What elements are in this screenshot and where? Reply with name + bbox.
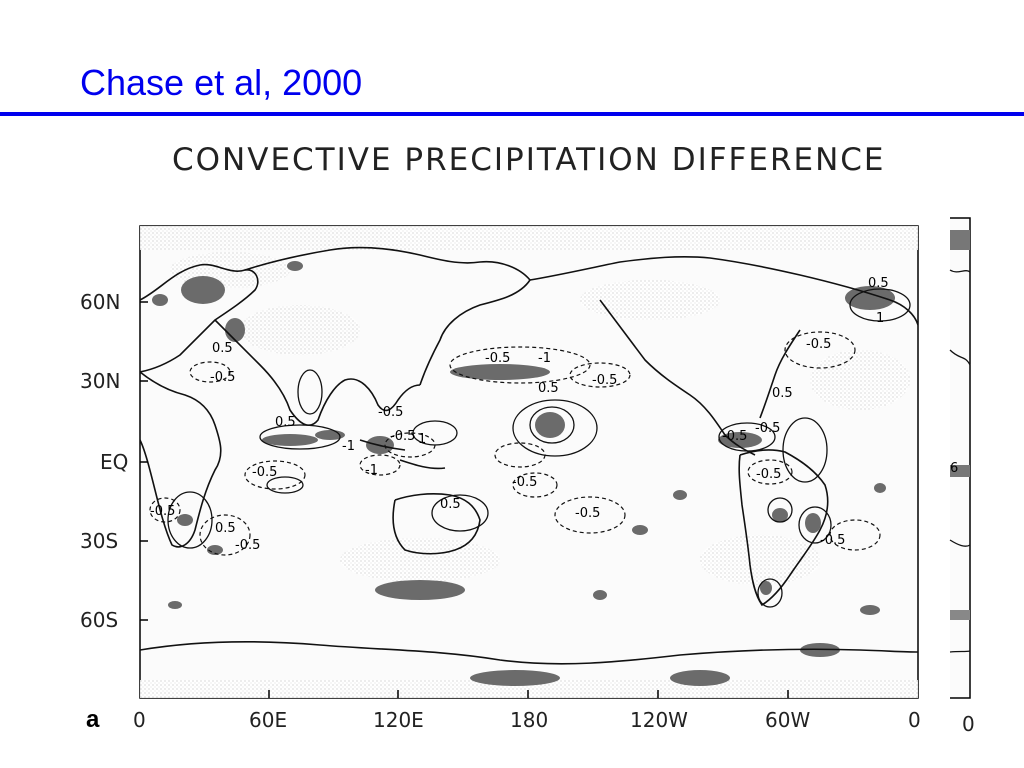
lon-label-60w: 60W [765, 708, 811, 732]
partial-adjacent-panel: 6 [949, 217, 971, 699]
contour-label: -0.5 [592, 373, 617, 388]
slide-title: Chase et al, 2000 [80, 62, 363, 103]
contour-label: -1 [538, 351, 551, 366]
partial-panel-contour-label: 6 [950, 461, 958, 476]
contour-label: 0.5 [215, 521, 236, 536]
lon-label-120e: 120E [373, 708, 424, 732]
contour-label: 0.5 [275, 415, 296, 430]
contour-label: -0.5 [722, 429, 747, 444]
lon-label-120w: 120W [630, 708, 688, 732]
contour-label: 0.5 [772, 386, 793, 401]
contour-label: -0.5 [378, 405, 403, 420]
lon-ticks [268, 690, 789, 698]
lat-label-30n: 30N [80, 369, 121, 393]
figure-title: CONVECTIVE PRECIPITATION DIFFERENCE [172, 142, 886, 178]
negative-contours [149, 331, 881, 556]
light-stipple-regions [140, 226, 918, 698]
panel-letter: a [86, 706, 100, 733]
lat-label-60n: 60N [80, 290, 121, 314]
contour-label: 0.5 [440, 497, 461, 512]
contour-label: 1 [876, 311, 884, 326]
lat-label-30s: 30S [80, 529, 119, 553]
contour-label: -0.5 [512, 475, 537, 490]
lon-label-180: 180 [510, 708, 549, 732]
contour-label: -0.5 [575, 506, 600, 521]
contour-label: -1 [365, 463, 378, 478]
contour-label: -0.5 [210, 370, 235, 385]
contour-label: 0.5 [538, 381, 559, 396]
contour-label: 1 [418, 432, 426, 447]
contour-label: -0.5 [390, 429, 415, 444]
dark-shaded-regions [152, 261, 895, 686]
contour-label: -1 [342, 439, 355, 454]
contour-label: -0.5 [806, 337, 831, 352]
contour-label: -0.5 [252, 465, 277, 480]
contour-label: -0.5 [755, 421, 780, 436]
contour-label: -0.5 [820, 533, 845, 548]
map-frame [139, 225, 919, 699]
contour-label: -0.5 [235, 538, 260, 553]
contour-label: 0.5 [212, 341, 233, 356]
contour-label: -0.5 [150, 504, 175, 519]
title-underline [0, 112, 1024, 116]
lon-label-0-east: 0 [908, 708, 921, 732]
lon-label-60e: 60E [249, 708, 288, 732]
contour-label: -0.5 [756, 467, 781, 482]
lon-label-0: 0 [133, 708, 146, 732]
contour-labels: -0.5 -0.5 0.5 -0.5 -0.5 -0.5 0.5 -1 -0.5… [150, 276, 889, 553]
partial-panel-lon-label: 0 [962, 712, 975, 736]
contour-label: -0.5 [485, 351, 510, 366]
contour-label: 0.5 [868, 276, 889, 291]
lat-ticks [140, 301, 148, 621]
lat-label-eq: EQ [100, 450, 129, 474]
coastlines [140, 246, 918, 665]
lat-label-60s: 60S [80, 608, 119, 632]
